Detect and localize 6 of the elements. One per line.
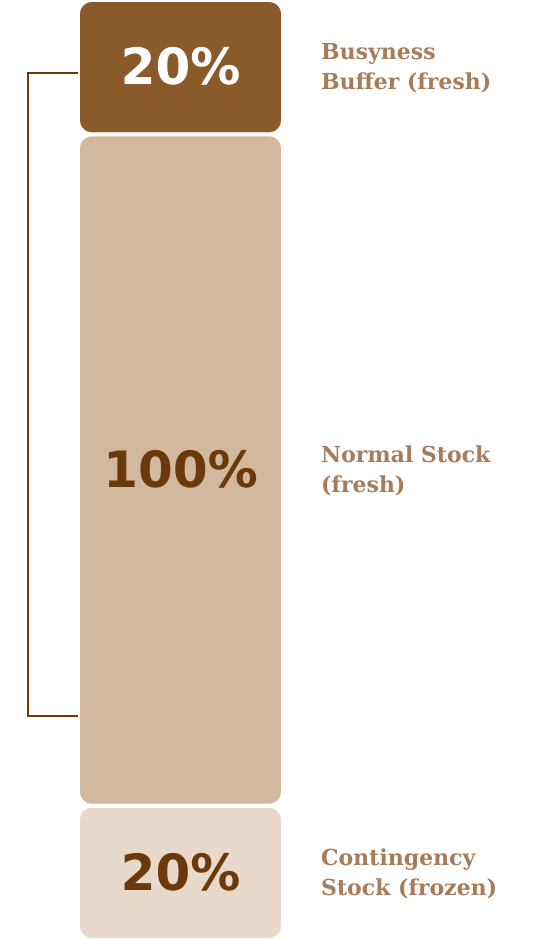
data-label: 20% <box>120 844 240 902</box>
data-label: 100% <box>103 441 258 499</box>
series-label: Normal Stock (fresh) <box>321 442 492 498</box>
series-label: Busyness Buffer (fresh) <box>321 39 492 96</box>
data-label: 20% <box>120 38 240 96</box>
series-label: Contingency Stock (frozen) <box>321 844 498 901</box>
